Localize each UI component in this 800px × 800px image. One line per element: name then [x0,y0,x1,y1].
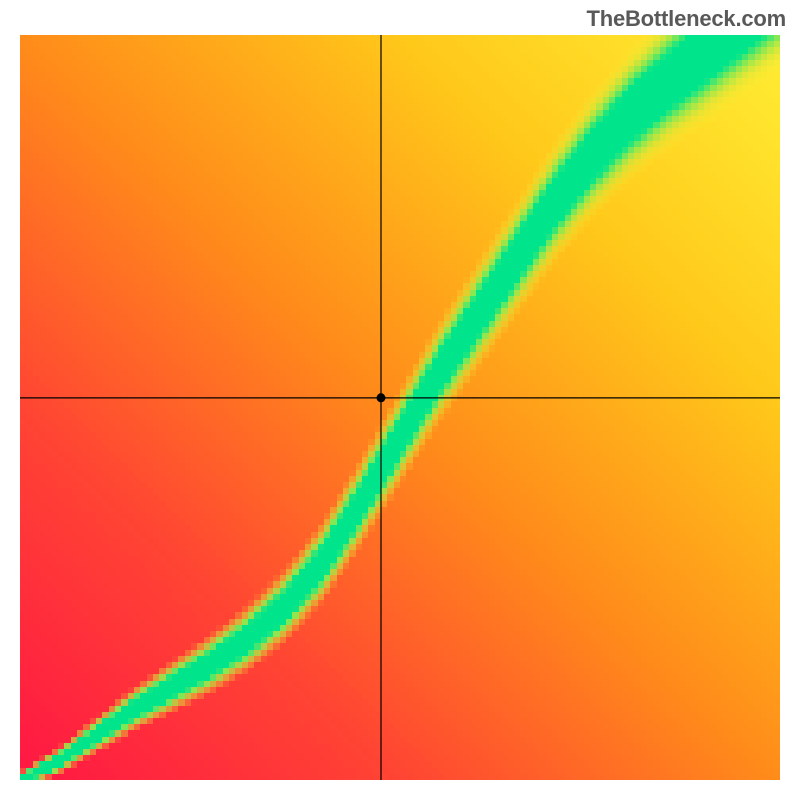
watermark-label: TheBottleneck.com [586,6,786,32]
chart-container: TheBottleneck.com [0,0,800,800]
bottleneck-heatmap [0,0,800,800]
